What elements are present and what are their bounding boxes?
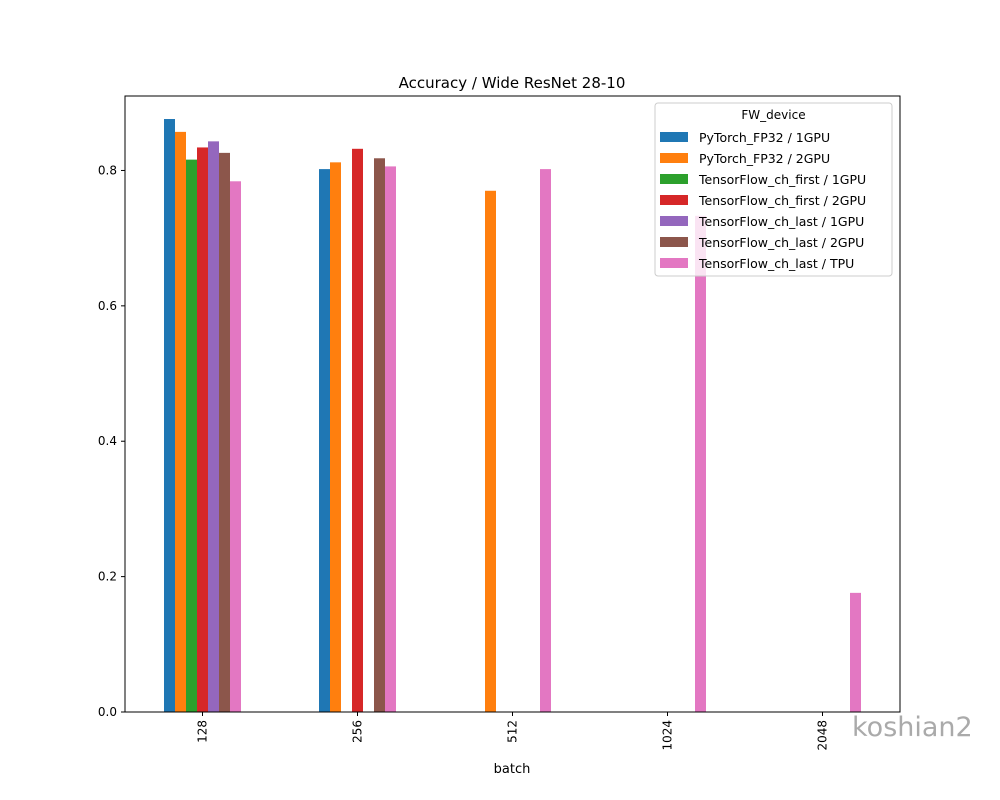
legend-title: FW_device	[741, 108, 805, 122]
bar	[695, 215, 706, 713]
y-tick-label: 0.6	[98, 299, 117, 313]
bar	[330, 162, 341, 713]
chart-title: Accuracy / Wide ResNet 28-10	[399, 74, 626, 92]
watermark-text: koshian2	[852, 712, 973, 743]
bar	[208, 141, 219, 712]
y-tick-label: 0.8	[98, 163, 117, 177]
legend-entry-label: TensorFlow_ch_last / 1GPU	[698, 214, 864, 229]
plot-area: 0.0 0.2 0.4 0.6 0.8 128 256 512 1024 2048	[98, 119, 861, 751]
bar	[319, 169, 330, 713]
y-tick-label: 0.4	[98, 434, 117, 448]
legend-entry-label: PyTorch_FP32 / 1GPU	[699, 130, 830, 145]
bar	[175, 131, 186, 712]
bar	[219, 152, 230, 712]
bar	[186, 159, 197, 713]
legend-swatch	[660, 132, 688, 142]
bar	[197, 147, 208, 712]
x-tick-label: 256	[351, 720, 365, 743]
bar	[230, 181, 241, 713]
bar	[850, 592, 861, 712]
legend-entry-label: TensorFlow_ch_first / 2GPU	[698, 193, 866, 208]
legend-swatch	[660, 153, 688, 163]
bar	[164, 119, 175, 712]
legend-entry-label: TensorFlow_ch_last / TPU	[698, 256, 854, 271]
y-tick-label: 0.0	[98, 705, 117, 719]
legend-swatch	[660, 195, 688, 205]
legend-swatch	[660, 258, 688, 268]
x-tick-label: 128	[196, 720, 210, 743]
bar	[485, 190, 496, 712]
legend-entry-label: PyTorch_FP32 / 2GPU	[699, 151, 830, 166]
legend: FW_device PyTorch_FP32 / 1GPU PyTorch_FP32…	[654, 102, 893, 277]
x-tick-label: 1024	[661, 720, 675, 751]
bar	[374, 158, 385, 712]
bar	[540, 169, 551, 713]
bar	[385, 166, 396, 712]
x-tick-label: 2048	[816, 720, 830, 751]
plot-frame	[124, 95, 901, 713]
y-tick-label: 0.2	[98, 570, 117, 584]
legend-swatch	[660, 237, 688, 247]
legend-entry-label: TensorFlow_ch_first / 1GPU	[698, 172, 866, 187]
legend-swatch	[660, 216, 688, 226]
x-tick-label: 512	[506, 720, 520, 743]
legend-entry-label: TensorFlow_ch_last / 2GPU	[698, 235, 864, 250]
legend-box	[654, 102, 893, 277]
bar	[352, 148, 363, 713]
legend-swatch	[660, 174, 688, 184]
x-axis-label: batch	[494, 762, 531, 777]
